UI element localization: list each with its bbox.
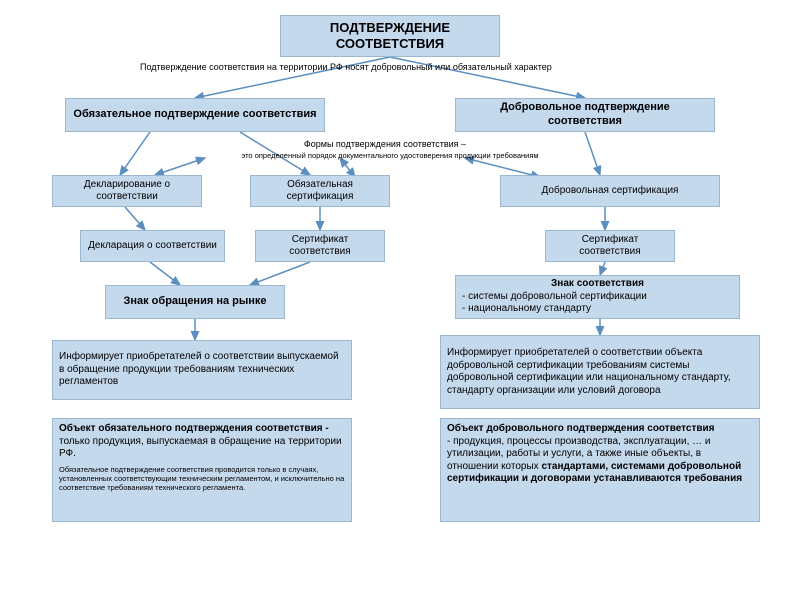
- oblig-cert-box: Обязательная сертификация: [250, 175, 390, 207]
- declaration-box: Декларация о соответствии: [80, 230, 225, 262]
- title-box: ПОДТВЕРЖДЕНИЕ СООТВЕТСТВИЯ: [280, 15, 500, 57]
- voluntary-box: Добровольное подтверждение соответствия: [455, 98, 715, 132]
- title-text: ПОДТВЕРЖДЕНИЕ СООТВЕТСТВИЯ: [287, 20, 493, 53]
- subtitle-1: Подтверждение соответствия на территории…: [140, 62, 640, 72]
- forms-sub: это определенный порядок документального…: [190, 151, 590, 160]
- vol-cert-box: Добровольная сертификация: [500, 175, 720, 207]
- cert2-box: Сертификат соответствия: [545, 230, 675, 262]
- obj-right-box: Объект добровольного подтверждения соотв…: [440, 418, 760, 522]
- znak-soot-box: Знак соответствия - системы добровольной…: [455, 275, 740, 319]
- info-right-box: Информирует приобретателей о соответстви…: [440, 335, 760, 409]
- declaration-o-box: Декларирование о соответствии: [52, 175, 202, 207]
- obj-left-box: Объект обязательного подтверждения соотв…: [52, 418, 352, 522]
- znak-obr-box: Знак обращения на рынке: [105, 285, 285, 319]
- forms-label: Формы подтверждения соответствия –: [205, 139, 565, 149]
- cert1-box: Сертификат соответствия: [255, 230, 385, 262]
- mandatory-box: Обязательное подтверждение соответствия: [65, 98, 325, 132]
- info-left-box: Информирует приобретателей о соответстви…: [52, 340, 352, 400]
